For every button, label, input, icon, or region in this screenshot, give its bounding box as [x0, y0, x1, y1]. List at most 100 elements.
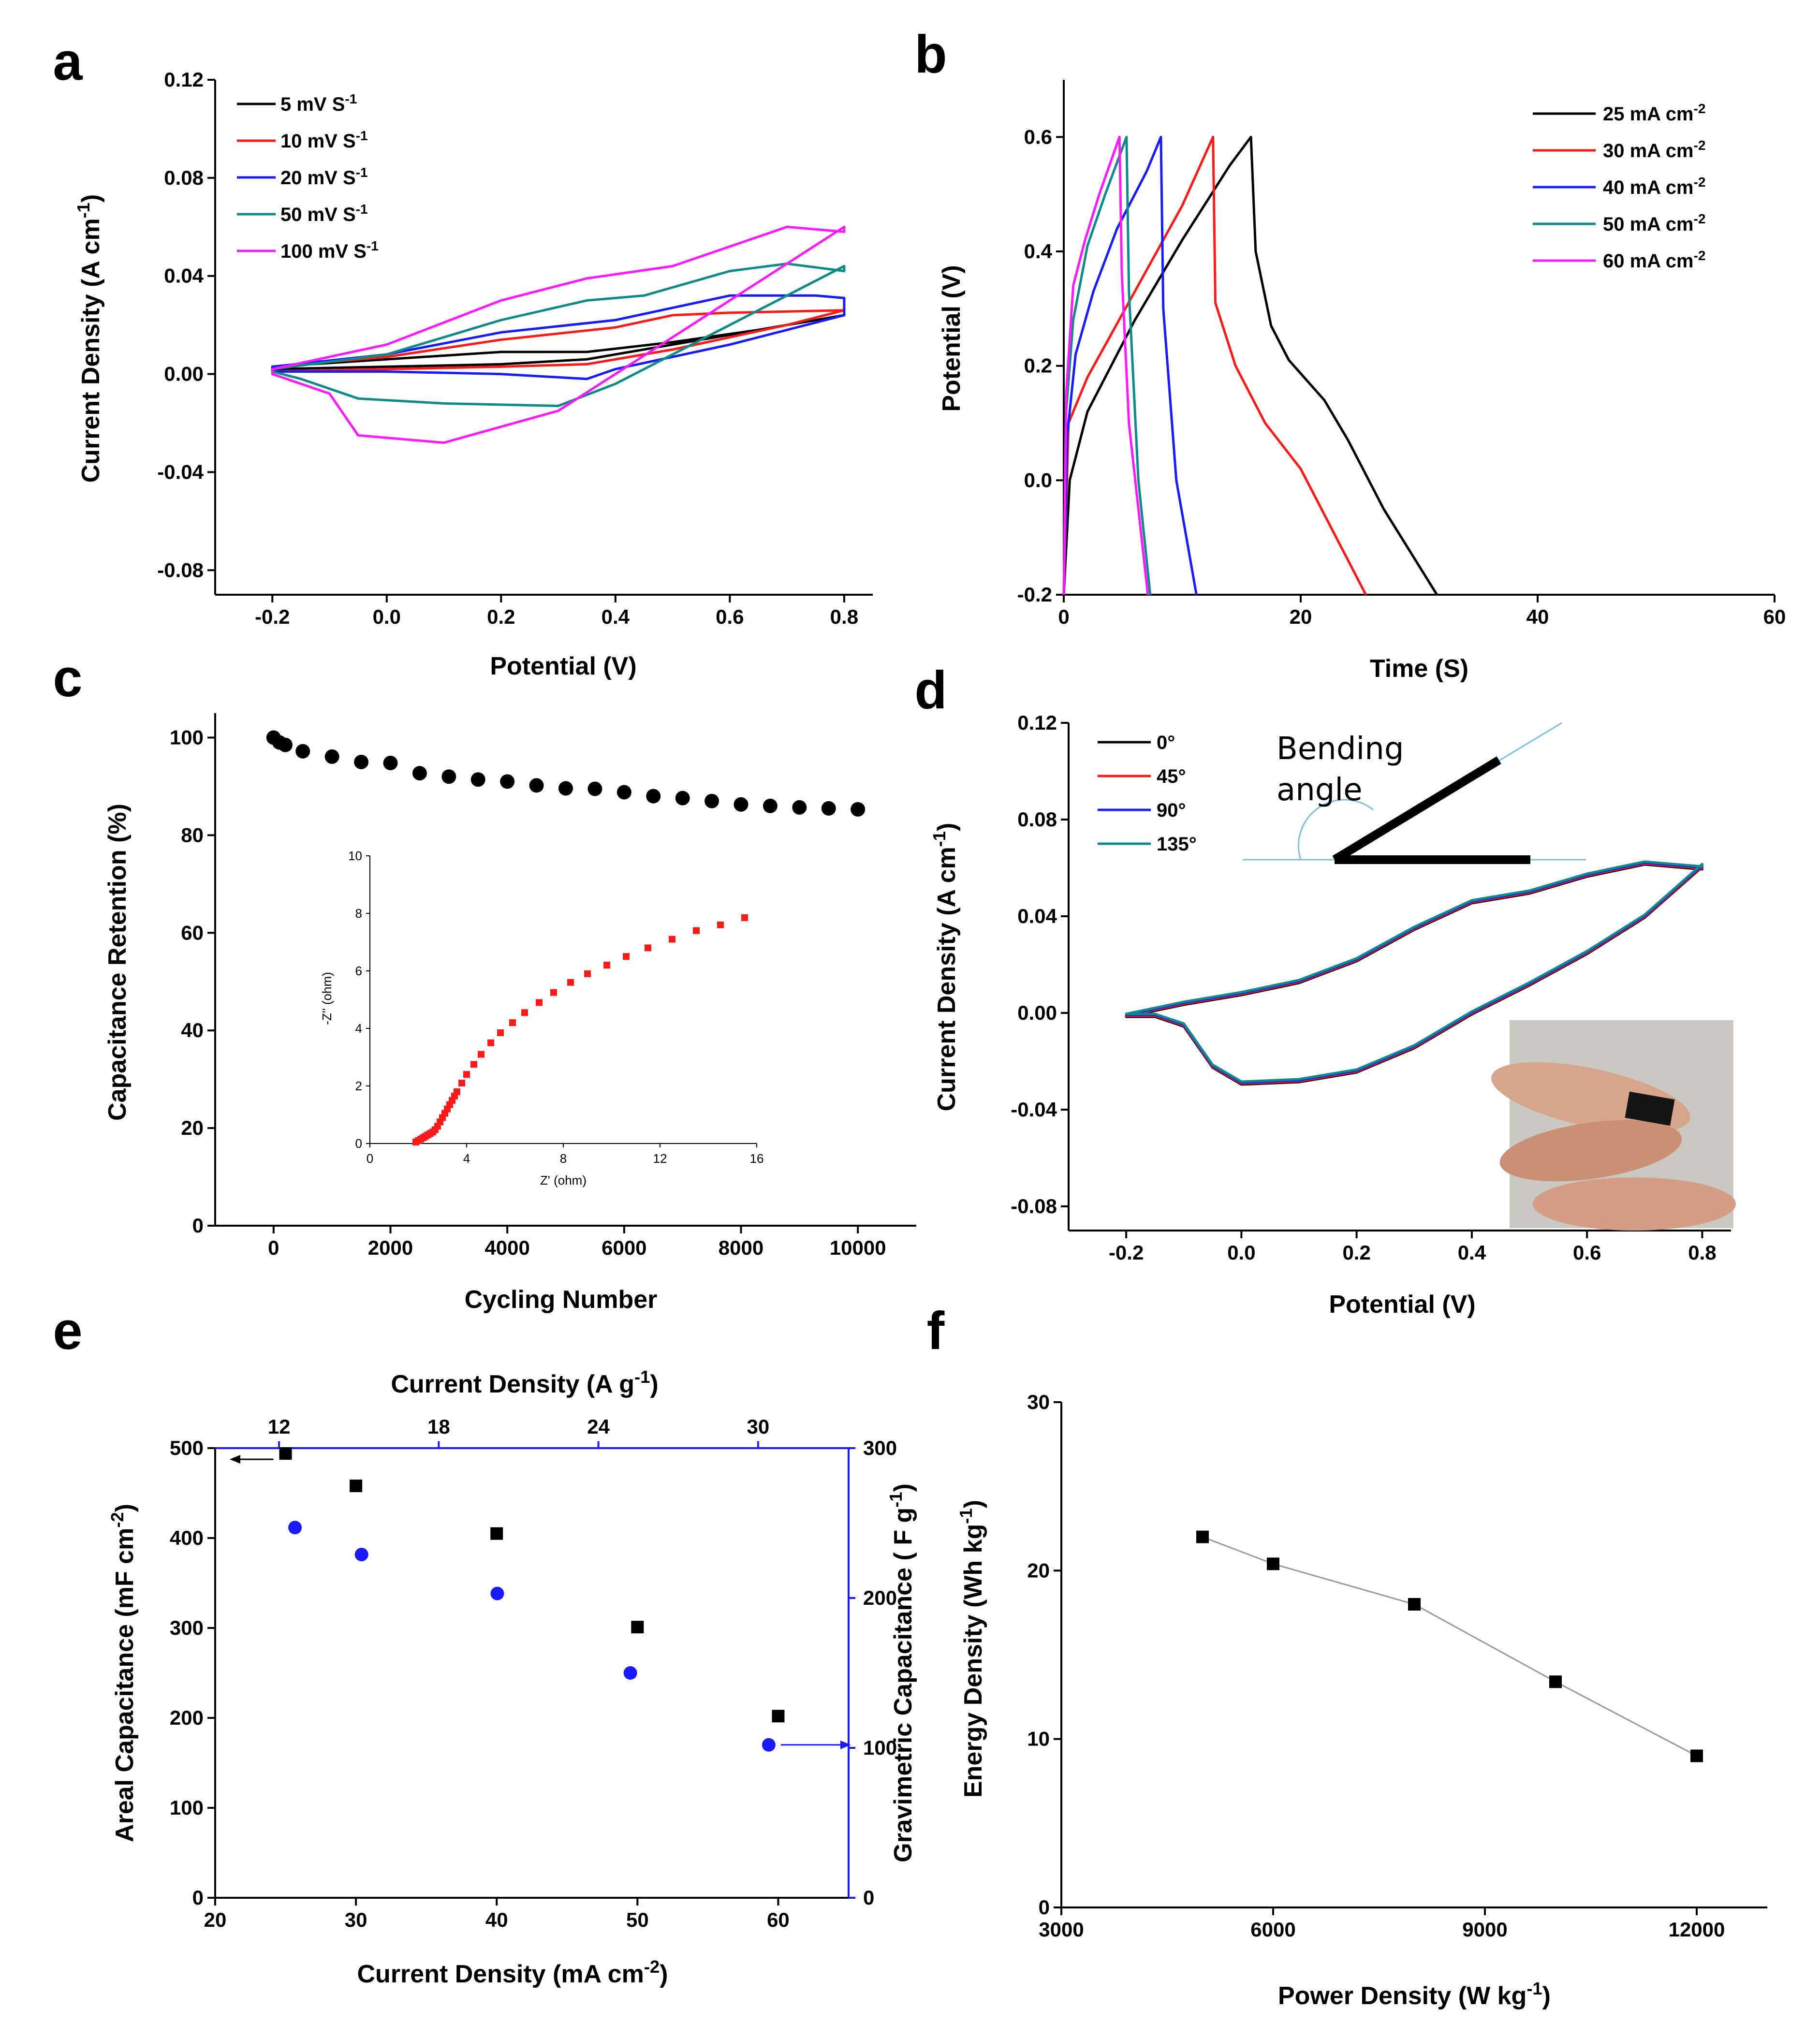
y-tick-label: -0.04 — [1011, 1098, 1057, 1121]
inset-data-point — [497, 1029, 504, 1036]
data-point — [705, 793, 719, 808]
data-point — [529, 778, 544, 793]
y-tick-label: 500 — [170, 1437, 204, 1459]
y-tick-label: 20 — [1027, 1559, 1050, 1582]
photo-inset — [1491, 1020, 1736, 1231]
x-axis-label: Cycling Number — [465, 1286, 658, 1314]
legend-label: 60 mA cm-2 — [1603, 248, 1705, 272]
y-tick-label: 40 — [181, 1019, 204, 1041]
data-point — [1267, 1557, 1279, 1570]
inset-data-point — [458, 1080, 465, 1087]
inset-x-tick-label: 8 — [560, 1151, 567, 1166]
legend-label: 45° — [1157, 766, 1186, 787]
y-axis-label: Current Density (A cm-1) — [73, 194, 105, 483]
data-point — [354, 754, 369, 769]
data-point — [470, 772, 485, 787]
areal-point — [350, 1480, 363, 1493]
y-tick-label: 20 — [181, 1116, 204, 1139]
x-tick-label: 0.2 — [487, 605, 515, 628]
series-curve — [1062, 135, 1367, 596]
x-tick-label: 20 — [1290, 605, 1312, 628]
data-point — [734, 797, 749, 812]
data-point — [616, 785, 631, 800]
inset-data-point — [623, 953, 630, 960]
angle-arc — [1298, 799, 1374, 860]
legend-label: 30 mA cm-2 — [1603, 138, 1705, 162]
x-tick-label: 3000 — [1039, 1918, 1084, 1941]
x-tick-label: -0.2 — [1109, 1241, 1144, 1264]
y-tick-label: 0.6 — [1024, 125, 1052, 148]
series-curve — [1062, 135, 1198, 595]
legend-label: 90° — [1157, 800, 1186, 821]
data-point — [1549, 1675, 1562, 1688]
x-tick-label: 0.2 — [1342, 1241, 1370, 1264]
right-axis-arrowhead — [840, 1740, 851, 1749]
panel-e: e 20 30 40 50 60 500 400 300 200 100 0 12 18 24 30 300 20… — [53, 1301, 917, 1988]
y-tick-label: 0 — [192, 1886, 204, 1909]
y2-axis-label: Gravimetric Capacitance ( F g-1) — [886, 1483, 918, 1862]
legend-label: 40 mA cm-2 — [1603, 175, 1705, 199]
inset-data-point — [521, 1009, 528, 1016]
x-tick-label: 0.0 — [1227, 1241, 1255, 1264]
inset-y-tick-label: 10 — [348, 849, 362, 863]
data-point — [441, 769, 456, 784]
data-point — [675, 791, 690, 806]
legend-label: 5 mV S-1 — [280, 91, 357, 116]
inset-x-tick-label: 0 — [367, 1151, 373, 1166]
y-tick-label: 400 — [170, 1526, 204, 1549]
y-tick-label: 80 — [181, 823, 204, 846]
series-curve — [271, 262, 846, 407]
legend-label: 100 mV S-1 — [280, 238, 379, 263]
x-tick-label: 4000 — [484, 1236, 529, 1259]
y-tick-label: 0.12 — [164, 68, 204, 91]
legend-label: 10 mV S-1 — [280, 128, 368, 152]
inset-data-point — [584, 970, 591, 977]
inset-data-point — [741, 914, 748, 921]
y-tick-label: 200 — [170, 1706, 204, 1729]
x-tick-label: 12000 — [1669, 1918, 1725, 1941]
y-tick-label: 0 — [1039, 1896, 1050, 1919]
x-tick-label: 60 — [1763, 605, 1786, 628]
series-curve — [271, 309, 846, 373]
y-tick-label: 0.04 — [1017, 905, 1057, 927]
right-y-tick-label: 200 — [863, 1586, 897, 1609]
series-curve — [271, 294, 846, 381]
x-axis-label: Potential (V) — [490, 652, 636, 680]
x-axis-label: Power Density (W kg-1) — [1278, 1979, 1551, 2010]
legend-label: 25 mA cm-2 — [1603, 101, 1705, 125]
y-tick-label: 100 — [170, 1796, 204, 1819]
y-tick-label: 0.4 — [1024, 240, 1053, 263]
series-curve — [1125, 860, 1703, 1083]
panel-label: f — [927, 1301, 945, 1361]
panel-label: a — [53, 32, 83, 91]
gravimetric-point — [762, 1738, 776, 1752]
x-tick-label: 0.4 — [1458, 1241, 1486, 1264]
areal-point — [490, 1527, 503, 1540]
inset-data-point — [487, 1039, 494, 1046]
series-curve — [271, 225, 846, 444]
panel-a: a -0.2 0.0 0.2 0.4 0.6 0.8 0.12 0.08 0.04 0.00 -0.0… — [53, 32, 873, 680]
x-axis-label: Current Density (mA cm-2) — [357, 1957, 668, 1989]
areal-point — [772, 1710, 785, 1723]
panel-b: b 0 20 40 60 0.6 0.4 0.2 0.0 -0.2 Time (S) Potentia… — [914, 25, 1786, 683]
finger-bottom — [1499, 1120, 1682, 1182]
right-y-tick-label: 300 — [863, 1437, 897, 1459]
y-tick-label: 10 — [1027, 1728, 1050, 1750]
data-point — [587, 781, 602, 796]
right-y-tick-label: 0 — [863, 1886, 874, 1909]
panel-label: e — [53, 1301, 82, 1361]
inset-x-tick-label: 16 — [750, 1151, 764, 1166]
right-y-tick-label: 100 — [863, 1736, 897, 1759]
x-tick-label: 50 — [626, 1908, 649, 1931]
areal-point — [279, 1447, 292, 1460]
x-tick-label: 0 — [1058, 605, 1069, 628]
inset-x-tick-label: 12 — [653, 1151, 667, 1166]
areal-point — [631, 1621, 644, 1634]
device-bent-bar — [1332, 756, 1501, 864]
legend-label: 20 mV S-1 — [280, 165, 368, 189]
y-tick-label: 100 — [170, 726, 204, 748]
y-tick-label: -0.08 — [157, 558, 204, 581]
x-tick-label: 0.8 — [830, 605, 858, 628]
y-axis-label: Current Density (A cm-1) — [929, 823, 961, 1112]
x-tick-label: 40 — [485, 1908, 508, 1931]
